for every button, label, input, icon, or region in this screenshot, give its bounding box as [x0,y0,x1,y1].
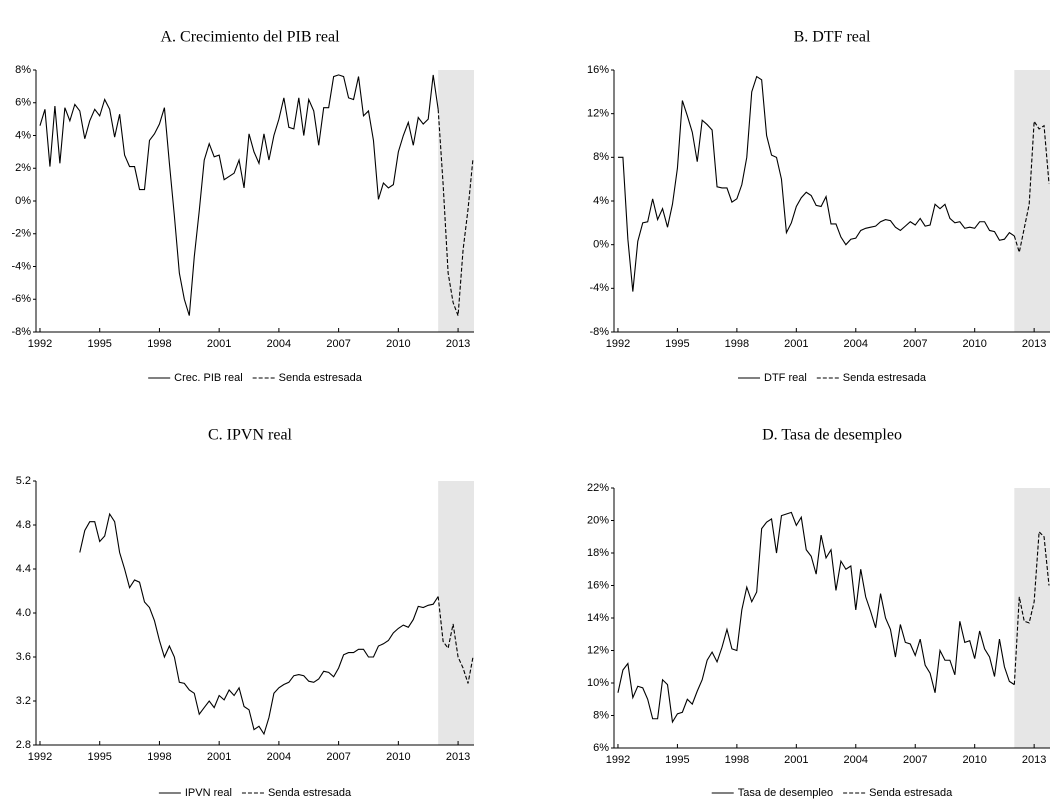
panel-title: C. IPVN real [208,427,293,444]
series-line [1013,530,1050,685]
y-tick-label: 5.2 [16,475,31,487]
stress-shade [438,481,474,745]
panel: C. IPVN real 2.8 3.2 3.6 4.0 4.4 4.8 5.2 1992 199… [16,427,474,799]
x-tick-label: 2001 [207,338,231,350]
panel: D. Tasa de desempleo 6% 8% 10% 12% 14% 16% 18% 2… [587,427,1050,799]
y-tick-label: 22% [587,482,609,494]
x-tick-label: 2010 [386,751,410,763]
legend-label: IPVN real [185,787,232,799]
y-tick-label: 8% [15,64,31,76]
x-tick-label: 2007 [903,754,927,766]
panel: A. Crecimiento del PIB real -8% -6% -4% -2% 0… [11,29,474,384]
y-tick-label: 4.8 [16,519,31,531]
series-line [1013,119,1050,253]
x-tick-label: 2010 [386,338,410,350]
x-tick-label: 1998 [147,338,171,350]
x-tick-label: 2013 [446,338,470,350]
legend-label: Senda estresada [279,372,363,384]
y-tick-label: 12% [587,108,609,120]
x-tick-label: 2010 [962,754,986,766]
legend: Tasa de desempleo Senda estresada [711,787,953,799]
y-tick-label: 4.0 [16,607,31,619]
y-tick-label: -4% [589,282,609,294]
x-tick-label: 2013 [446,751,470,763]
x-tick-label: 2007 [903,338,927,350]
y-tick-label: 0% [593,239,609,251]
stress-shade [1014,488,1050,748]
stress-shade [1014,70,1050,332]
x-tick-label: 1998 [725,754,749,766]
x-tick-label: 1995 [665,754,689,766]
x-tick-label: 2010 [962,338,986,350]
y-tick-label: 12% [587,644,609,656]
legend-label: DTF real [764,372,807,384]
legend: Crec. PIB real Senda estresada [148,372,363,384]
x-tick-label: 2004 [844,338,868,350]
x-tick-label: 1998 [147,751,171,763]
y-tick-label: 8% [593,151,609,163]
x-tick-label: 1992 [28,751,52,763]
x-tick-label: 2001 [207,751,231,763]
y-tick-label: 2.8 [16,739,31,751]
y-tick-label: 4% [593,195,609,207]
panel: B. DTF real -8% -4% 0% 4% 8% 12% 16% 1992 1995 199… [587,29,1050,384]
legend-label: Senda estresada [268,787,352,799]
y-tick-label: -8% [589,326,609,338]
x-tick-label: 1992 [606,338,630,350]
y-tick-label: 3.2 [16,695,31,707]
y-tick-label: 6% [15,97,31,109]
y-tick-label: 4% [15,129,31,141]
y-tick-label: 14% [587,612,609,624]
legend-label: Crec. PIB real [174,372,242,384]
x-tick-label: 2013 [1022,754,1046,766]
x-tick-label: 2004 [267,751,291,763]
x-tick-label: 1998 [725,338,749,350]
x-tick-label: 2013 [1022,338,1046,350]
panel-title: A. Crecimiento del PIB real [160,29,340,46]
x-tick-label: 1995 [665,338,689,350]
legend-label: Tasa de desempleo [738,787,833,799]
y-tick-label: 6% [593,742,609,754]
series-line [617,511,1015,724]
x-tick-label: 2007 [326,751,350,763]
x-tick-label: 2004 [267,338,291,350]
x-tick-label: 1992 [28,338,52,350]
panel-title: D. Tasa de desempleo [762,427,902,444]
series-line [79,512,439,736]
legend: IPVN real Senda estresada [158,787,352,799]
legend-label: Senda estresada [869,787,953,799]
y-tick-label: 16% [587,579,609,591]
series-line [437,109,474,316]
y-tick-label: 18% [587,547,609,559]
x-tick-label: 2004 [844,754,868,766]
y-tick-label: 2% [15,162,31,174]
y-tick-label: -8% [11,326,31,338]
y-tick-label: 8% [593,709,609,721]
series-line [39,74,439,316]
x-tick-label: 2001 [784,754,808,766]
series-line [617,75,1015,292]
x-tick-label: 1995 [87,338,111,350]
legend-label: Senda estresada [843,372,927,384]
y-tick-label: 0% [15,195,31,207]
y-tick-label: 3.6 [16,651,31,663]
x-tick-label: 2007 [326,338,350,350]
y-tick-label: -4% [11,260,31,272]
y-tick-label: -2% [11,228,31,240]
y-tick-label: 20% [587,514,609,526]
y-tick-label: 4.4 [16,563,31,575]
y-tick-label: 10% [587,677,609,689]
x-tick-label: 1995 [87,751,111,763]
legend: DTF real Senda estresada [738,372,927,384]
y-tick-label: -6% [11,293,31,305]
x-tick-label: 1992 [606,754,630,766]
y-tick-label: 16% [587,64,609,76]
panel-title: B. DTF real [794,29,871,46]
x-tick-label: 2001 [784,338,808,350]
